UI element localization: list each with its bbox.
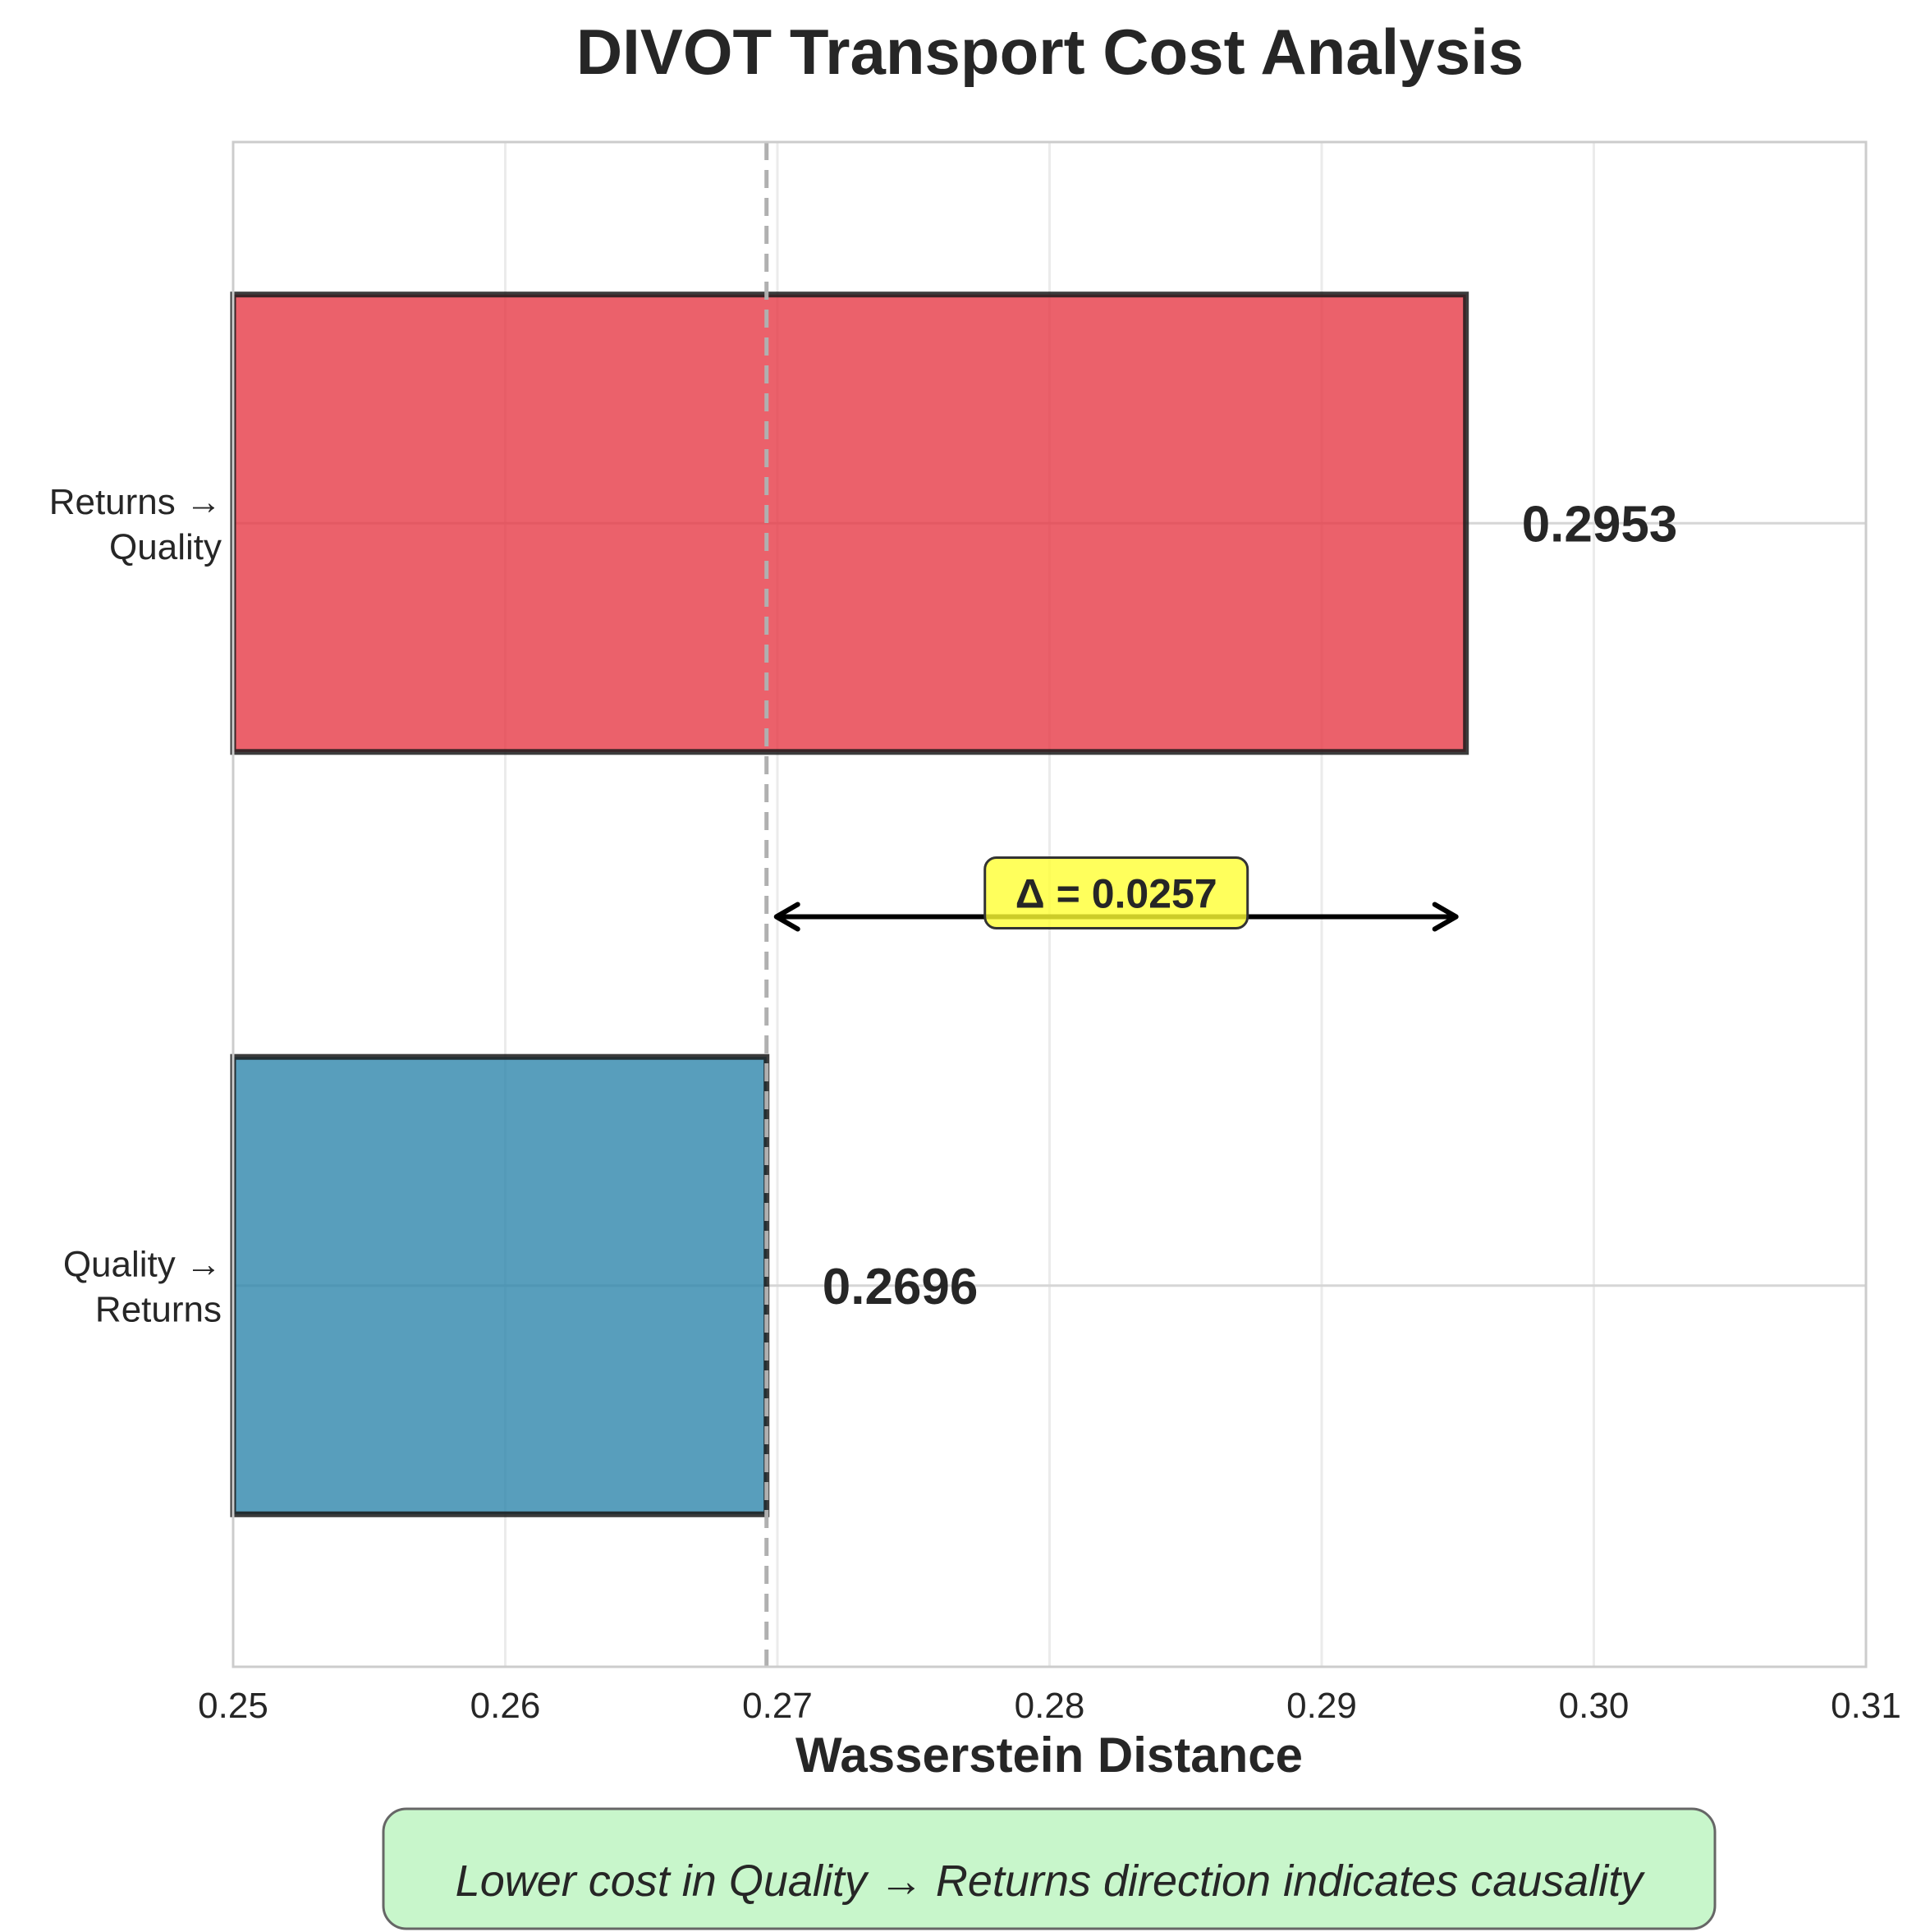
category-label: Returns (95, 1289, 222, 1329)
x-tick-label: 0.28 (1015, 1686, 1085, 1726)
plot-frame (232, 140, 1868, 1668)
value-label: 0.2696 (823, 1259, 979, 1315)
x-tick-label: 0.31 (1831, 1686, 1901, 1726)
x-tick-label: 0.26 (470, 1686, 541, 1726)
delta-arrow-head-left (773, 902, 800, 932)
delta-label-box (983, 856, 1249, 929)
delta-arrow-head-right (1432, 902, 1459, 932)
delta-label: Δ = 0.0257 (1015, 871, 1217, 917)
delta-annotation: Δ = 0.0257 (773, 856, 1459, 932)
category-labels: Returns → Quality Quality → Returns (49, 482, 222, 1330)
x-tick-label: 0.27 (742, 1686, 813, 1726)
chart-title: DIVOT Transport Cost Analysis (576, 16, 1524, 88)
bar (230, 291, 1469, 755)
bars (230, 291, 1469, 1517)
footnote-box (382, 1807, 1717, 1930)
footnote-text: Lower cost in Quality → Returns directio… (456, 1856, 1646, 1906)
value-labels: 0.2953 0.2696 (823, 496, 1678, 1315)
category-label: Returns → (49, 482, 222, 522)
category-label: Quality (109, 527, 222, 567)
x-tick-label: 0.25 (198, 1686, 268, 1726)
x-tick-labels: 0.25 0.26 0.27 0.28 0.29 0.30 0.31 (198, 1686, 1901, 1726)
footnote: Lower cost in Quality → Returns directio… (382, 1807, 1717, 1930)
value-label: 0.2953 (1522, 496, 1678, 553)
bar (230, 1053, 770, 1517)
x-tick-label: 0.30 (1559, 1686, 1630, 1726)
x-axis-label: Wasserstein Distance (795, 1728, 1303, 1783)
x-tick-label: 0.29 (1286, 1686, 1357, 1726)
category-label: Quality → (63, 1244, 222, 1284)
